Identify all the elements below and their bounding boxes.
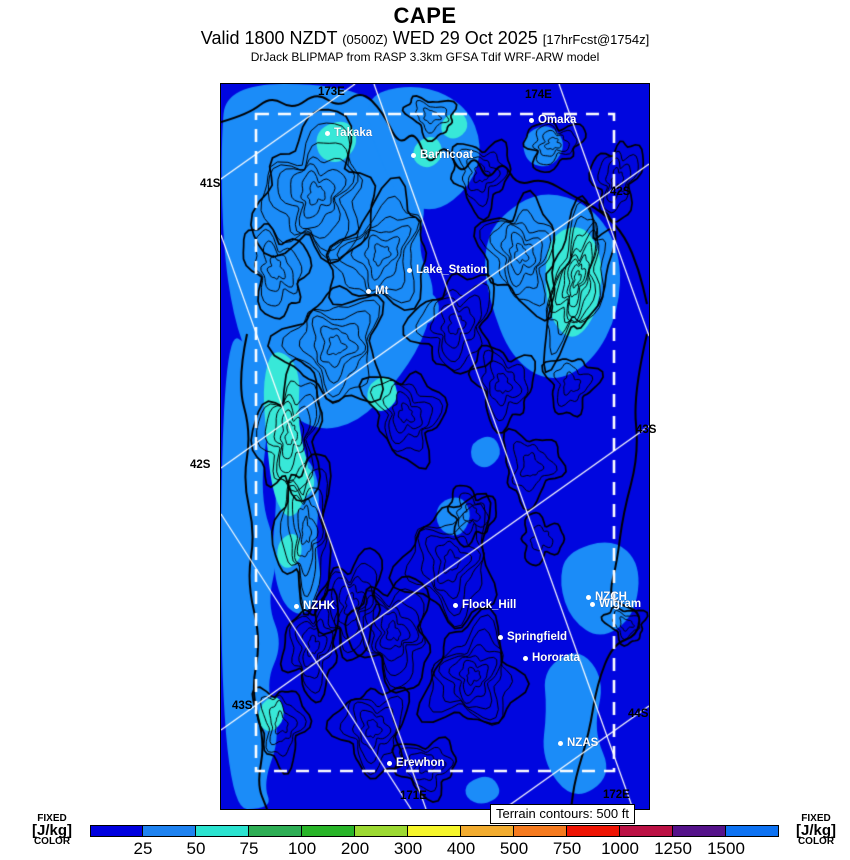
place-label-hororata: Hororata [523,652,580,664]
page-title: CAPE [393,3,457,28]
place-name: Hororata [532,652,580,664]
color-label: COLOR [797,836,835,847]
colorbar-tick-1000: 1000 [601,839,639,858]
place-marker-dot [387,760,392,766]
colorbar-segment [726,825,779,837]
place-name: NZCH [595,591,627,603]
place-marker-dot [325,130,330,136]
graticule-label-44s: 44S [628,708,649,720]
cape-map [220,83,650,810]
place-name: Lake_Station [416,264,488,276]
place-name: Flock_Hill [462,599,517,611]
map-header: CAPE Valid 1800 NZDT (0500Z) WED 29 Oct … [0,3,850,65]
place-label-springfield: Springfield [498,631,567,643]
colorbar-tick-1500: 1500 [707,839,745,858]
colorbar-units-right: FIXED [J/kg] COLOR [786,814,846,847]
place-marker-dot [498,634,503,640]
place-label-lake_station: Lake_Station [407,264,488,276]
colorbar-segment [355,825,408,837]
valid-time-line: Valid 1800 NZDT (0500Z) WED 29 Oct 2025 … [0,28,850,50]
place-marker-dot [294,603,299,609]
colorbar-tick-75: 75 [239,839,259,858]
place-name: Omaka [538,114,577,126]
place-name: Erewhon [396,757,445,769]
valid-date: WED 29 Oct 2025 [387,28,543,48]
colorbar-tick-750: 750 [552,839,582,858]
place-label-nzas: NZAS [558,737,598,749]
colorbar-tick-25: 25 [133,839,153,858]
place-label-barnicoat: Barnicoat [411,149,473,161]
place-name: NZAS [567,737,599,749]
place-label-nzhk: NZHK [294,600,335,612]
place-marker-dot [590,601,595,607]
colorbar-tick-1250: 1250 [654,839,692,858]
place-name: Takaka [334,127,373,139]
fixed-label: FIXED [37,813,67,824]
colorbar-segment [567,825,620,837]
colorbar-segment [196,825,249,837]
colorbar-tick-300: 300 [393,839,423,858]
place-label-mt: Mt [366,285,388,297]
colorbar-segment [143,825,196,837]
place-label-nzch: NZCH [586,591,627,603]
colorbar-segment [302,825,355,837]
place-marker-dot [558,740,563,746]
fixed-label: FIXED [801,813,831,824]
place-name: Barnicoat [420,149,474,161]
place-name: Springfield [507,631,568,643]
place-marker-dot [407,267,412,273]
place-name: NZHK [303,600,335,612]
place-label-takaka: Takaka [325,127,372,139]
cape-map-canvas [221,84,649,809]
valid-prefix: Valid 1800 NZDT [200,28,343,48]
colorbar-tick-400: 400 [446,839,476,858]
place-label-omaka: Omaka [529,114,576,126]
graticule-label-174e: 174E [525,89,552,101]
units-label: [J/kg] [795,822,836,839]
place-marker-dot [411,152,416,158]
place-marker-dot [586,594,591,600]
place-label-wigram: Wigram [590,598,641,610]
colorbar-segment [620,825,673,837]
colorbar-tick-50: 50 [186,839,206,858]
colorbar-units-left: FIXED [J/kg] COLOR [22,814,82,847]
place-marker-dot [529,117,534,123]
fcst-tag: [17hrFcst@1754z] [542,32,650,47]
colorbar-segment [90,825,143,837]
colorbar-segment [249,825,302,837]
colorbar-tick-200: 200 [340,839,370,858]
graticule-label-43s: 43S [636,424,657,436]
graticule-label-42s: 42S [190,459,211,471]
graticule-label-172e: 172E [603,789,630,801]
graticule-label-42s: 42S [610,186,631,198]
graticule-label-171e: 171E [400,790,427,802]
colorbar-segment [673,825,726,837]
colorbar-segment [461,825,514,837]
graticule-label-173e: 173E [318,86,345,98]
place-marker-dot [453,602,458,608]
model-line: DrJack BLIPMAP from RASP 3.3km GFSA Tdif… [250,50,600,64]
valid-zulu: (0500Z) [342,32,388,47]
place-marker-dot [523,655,528,661]
place-name: Wigram [599,598,642,610]
place-name: Mt [375,285,389,297]
colorbar-segment [408,825,461,837]
units-label: [J/kg] [31,822,72,839]
graticule-label-41s: 41S [200,178,221,190]
place-label-erewhon: Erewhon [387,757,445,769]
terrain-contours-note: Terrain contours: 500 ft [490,804,635,824]
colorbar-tick-100: 100 [287,839,317,858]
color-label: COLOR [33,836,71,847]
place-label-flock_hill: Flock_Hill [453,599,516,611]
graticule-label-43s: 43S [232,700,253,712]
place-marker-dot [366,288,371,294]
colorbar-segment [514,825,567,837]
colorbar [90,825,779,837]
colorbar-tick-500: 500 [499,839,529,858]
